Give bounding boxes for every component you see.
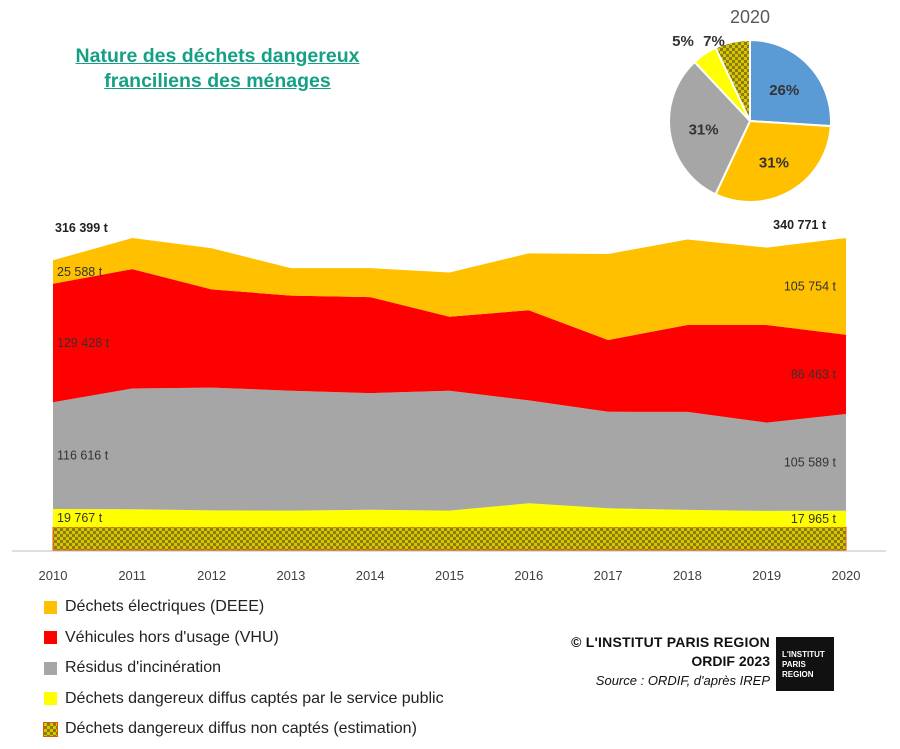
data-label-captes-2010: 19 767 t [57,511,103,525]
pie-label-5: 7% [703,33,725,50]
area-series-dechets-electriques-deee [53,238,846,340]
legend-item: Déchets électriques (DEEE) [44,592,444,623]
x-tick-label-2010: 2010 [39,568,68,583]
data-label-vhu-2020: 86 463 t [791,367,837,381]
pie-label-1: 26% [769,82,799,99]
x-tick-label-2014: 2014 [356,568,385,583]
area-series-dechets-dangereux-diffus-non-captes-estimation [52,526,847,551]
pie-slice-2 [714,119,832,203]
pie-slice-3 [668,60,752,196]
credit-source: Source : ORDIF, d'après IREP [595,673,770,688]
logo-line-3: REGION [782,670,814,679]
credit-block: © L'INSTITUT PARIS REGION ORDIF 2023 Sou… [571,634,770,688]
x-tick-label-2017: 2017 [594,568,623,583]
pie-label-4: 5% [672,33,694,50]
pie-slice-5 [714,38,751,122]
area-series-dechets-dangereux-diffus-captes-par-le-service-public [53,503,846,528]
legend-swatch [44,600,57,614]
x-tick-label-2015: 2015 [435,568,464,583]
x-tick-label-2019: 2019 [752,568,781,583]
title-line-2: franciliens des ménages [104,70,331,92]
legend-swatch [44,661,57,675]
x-tick-label-2013: 2013 [276,568,305,583]
data-label-deee-2020: 105 754 t [784,279,837,293]
credit-ordif: ORDIF 2023 [691,653,770,669]
pie-label-3: 31% [689,121,719,138]
x-tick-label-2016: 2016 [514,568,543,583]
logo-line-2: PARIS [782,660,806,669]
legend-swatch [43,721,58,737]
legend-swatch [44,631,57,645]
legend-label: Véhicules hors d'usage (VHU) [65,628,279,646]
credit-copyright: © L'INSTITUT PARIS REGION [571,634,770,650]
pie-title: 2020 [730,7,770,27]
title-line-1: Nature des déchets dangereux [75,45,360,67]
legend-swatch [44,692,57,706]
area-series-residus-d-incineration [53,387,846,511]
area-series-vehicules-hors-d-usage-vhu [53,269,846,423]
legend-item: Résidus d'incinération [44,653,444,684]
x-tick-label-2011: 2011 [118,568,146,583]
data-label-incineration-2020: 105 589 t [784,455,837,469]
legend: Déchets électriques (DEEE) Véhicules hors… [43,592,444,745]
total-label-2010: 316 399 t [55,221,109,235]
data-label-captes-2020: 17 965 t [791,512,837,526]
legend-label: Déchets électriques (DEEE) [65,598,265,616]
total-label-2020: 340 771 t [773,218,827,232]
pie-slice-1 [749,38,832,128]
x-tick-label-2020: 2020 [832,568,861,583]
institut-logo: L'INSTITUT PARIS REGION [776,637,834,691]
logo-line-1: L'INSTITUT [782,650,825,659]
legend-label: Déchets dangereux diffus non captés (est… [65,720,417,738]
x-tick-label-2012: 2012 [197,568,226,583]
legend-item: Déchets dangereux diffus captés par le s… [44,684,444,715]
data-label-incineration-2010: 116 616 t [57,449,109,463]
pie-label-2: 31% [759,154,789,171]
legend-item: Véhicules hors d'usage (VHU) [44,623,444,654]
data-label-vhu-2010: 129 428 t [57,336,110,350]
data-label-deee-2010: 25 588 t [57,265,103,279]
legend-label: Résidus d'incinération [65,659,222,677]
legend-item: Déchets dangereux diffus non captés (est… [43,714,444,745]
x-tick-label-2018: 2018 [673,568,702,583]
chart-title: Nature des déchets dangereux franciliens… [40,44,395,94]
legend-label: Déchets dangereux diffus captés par le s… [65,689,444,707]
